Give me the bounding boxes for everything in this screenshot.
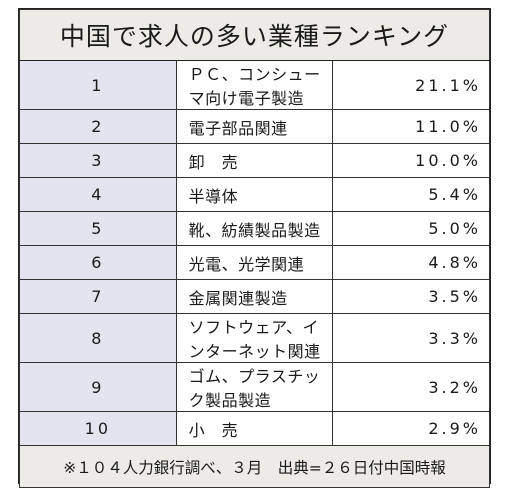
table-row: 7 金属関連製造 3.5% xyxy=(19,279,490,314)
share-cell: 11.0% xyxy=(332,109,490,144)
table-row: 6 光電、光学関連 4.8% xyxy=(19,245,490,280)
note-row: ※１０４人力銀行調べ、３月 出典=２６日付中国時報 xyxy=(19,445,490,488)
industry-cell: 金属関連製造 xyxy=(175,279,334,314)
rank-cell: 9 xyxy=(19,362,177,412)
share-cell: 21.1% xyxy=(332,60,490,110)
industry-cell: 電子部品関連 xyxy=(175,109,334,144)
industry-cell: 靴、紡績製品製造 xyxy=(175,211,334,246)
industry-cell: 光電、光学関連 xyxy=(175,245,334,280)
share-cell: 2.9% xyxy=(332,411,490,446)
share-cell: 4.8% xyxy=(332,245,490,280)
table-title: 中国で求人の多い業種ランキング xyxy=(19,9,490,61)
title-row: 中国で求人の多い業種ランキング xyxy=(19,9,490,61)
rank-cell: 7 xyxy=(19,279,177,314)
industry-cell: 半導体 xyxy=(175,177,334,212)
rank-cell: 6 xyxy=(19,245,177,280)
table-row: 10 小 売 2.9% xyxy=(19,411,490,446)
share-cell: 10.0% xyxy=(332,143,490,178)
share-cell: 3.5% xyxy=(332,279,490,314)
table-row: 9 ゴム、プラスチック製品製造 3.2% xyxy=(19,362,490,412)
rank-cell: 5 xyxy=(19,211,177,246)
rank-cell: 10 xyxy=(19,411,177,446)
table-row: 8 ソフトウェア、インターネット関連 3.3% xyxy=(19,313,490,363)
table-row: 3 卸 売 10.0% xyxy=(19,143,490,178)
rank-cell: 2 xyxy=(19,109,177,144)
industry-cell: ゴム、プラスチック製品製造 xyxy=(175,362,334,412)
industry-cell: 小 売 xyxy=(175,411,334,446)
table-row: 5 靴、紡績製品製造 5.0% xyxy=(19,211,490,246)
table-row: 1 ＰＣ、コンシューマ向け電子製造 21.1% xyxy=(19,60,490,110)
rank-cell: 4 xyxy=(19,177,177,212)
ranking-table-frame: 中国で求人の多い業種ランキング 1 ＰＣ、コンシューマ向け電子製造 21.1% … xyxy=(18,8,491,488)
rank-cell: 3 xyxy=(19,143,177,178)
table-row: 2 電子部品関連 11.0% xyxy=(19,109,490,144)
industry-cell: ＰＣ、コンシューマ向け電子製造 xyxy=(175,60,334,110)
rank-cell: 1 xyxy=(19,60,177,110)
share-cell: 5.4% xyxy=(332,177,490,212)
share-cell: 3.2% xyxy=(332,362,490,412)
share-cell: 5.0% xyxy=(332,211,490,246)
industry-cell: 卸 売 xyxy=(175,143,334,178)
rank-cell: 8 xyxy=(19,313,177,363)
source-note: ※１０４人力銀行調べ、３月 出典=２６日付中国時報 xyxy=(19,445,490,488)
share-cell: 3.3% xyxy=(332,313,490,363)
industry-cell: ソフトウェア、インターネット関連 xyxy=(175,313,334,363)
ranking-table: 中国で求人の多い業種ランキング 1 ＰＣ、コンシューマ向け電子製造 21.1% … xyxy=(19,9,490,488)
table-row: 4 半導体 5.4% xyxy=(19,177,490,212)
